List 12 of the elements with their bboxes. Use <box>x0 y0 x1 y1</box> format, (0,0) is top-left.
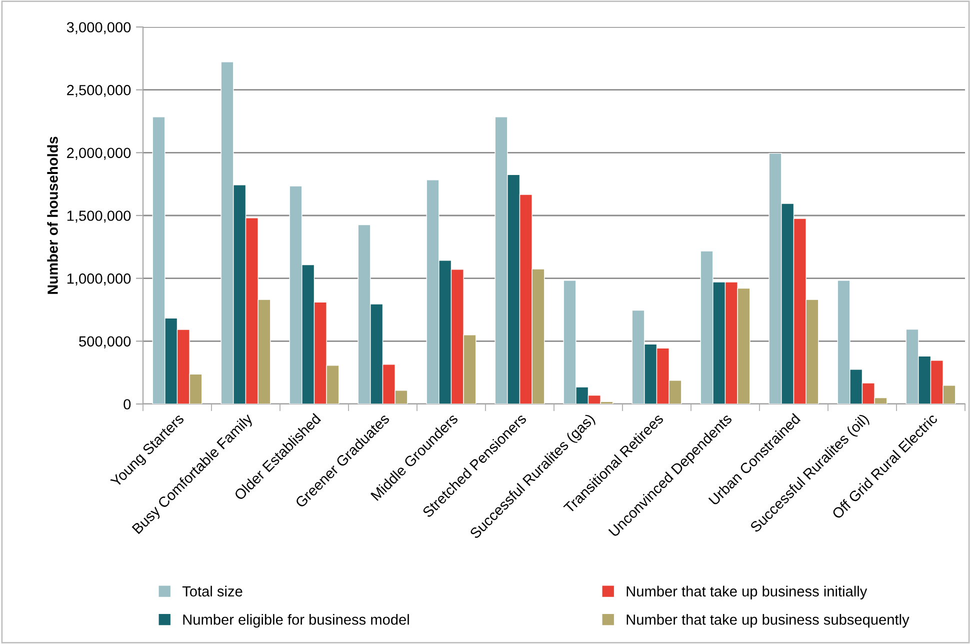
legend-label: Total size <box>182 586 242 597</box>
legend-label: Number eligible for business model <box>183 614 409 628</box>
legend-label: Number that take up business initially <box>626 586 868 600</box>
y-tick-label: 500,000 <box>79 336 131 348</box>
y-tick-label: 2,500,000 <box>67 84 131 97</box>
y-tick-label: 0 <box>124 399 131 410</box>
legend-label: Number that take up business subsequently <box>626 614 910 628</box>
y-tick-label: 1,500,000 <box>67 210 131 223</box>
y-axis-title: Number of households <box>47 136 58 294</box>
y-tick-label: 3,000,000 <box>66 22 131 34</box>
y-tick-label: 1,000,000 <box>67 273 131 286</box>
y-tick-label: 2,000,000 <box>67 148 131 160</box>
